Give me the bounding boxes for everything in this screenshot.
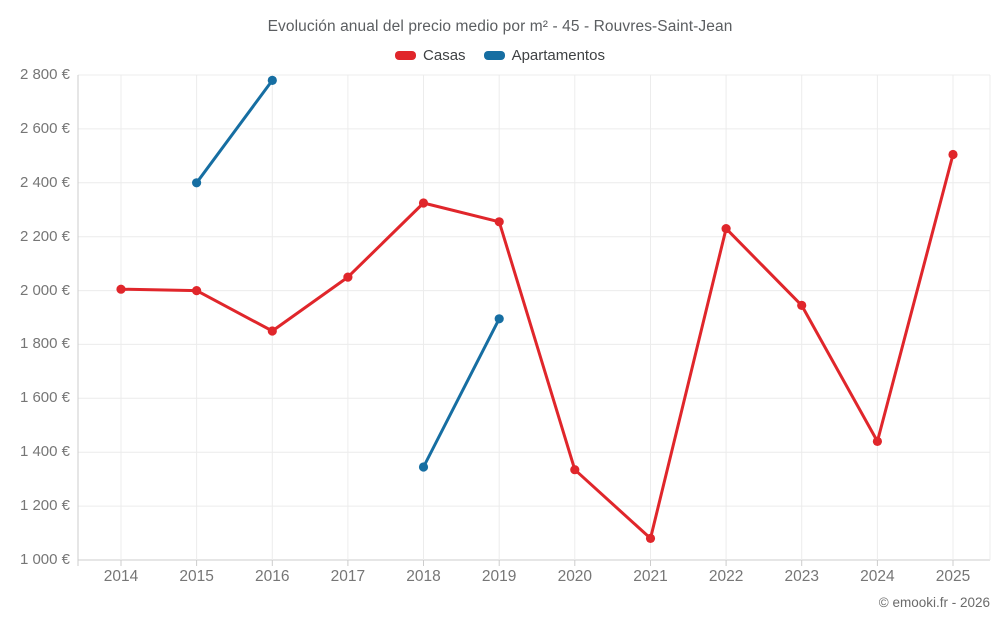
x-tick-label: 2017 (330, 568, 366, 585)
y-tick-label: 1 000 € (19, 551, 70, 568)
x-tick-label: 2020 (557, 568, 593, 585)
x-tick-label: 2022 (708, 568, 744, 585)
legend-item-apartamentos[interactable]: Apartamentos (483, 47, 605, 64)
y-tick-label: 2 800 € (19, 66, 70, 83)
y-tick-label: 1 600 € (19, 389, 70, 407)
y-tick-label: 2 600 € (19, 119, 70, 137)
legend-label-apartamentos: Apartamentos (511, 47, 605, 64)
x-tick-label: 2019 (481, 568, 517, 585)
copyright-footer: © emooki.fr - 2026 (878, 595, 990, 610)
y-tick-label: 1 400 € (19, 443, 70, 461)
legend-label-casas: Casas (423, 47, 466, 64)
apartamentos-swatch-icon (483, 51, 505, 60)
y-tick-label: 2 000 € (19, 281, 70, 299)
x-tick-label: 2021 (633, 568, 668, 585)
y-axis-labels: 2 800 € 2 600 € 2 400 € 2 200 € 2 000 € 1 800… (0, 0, 70, 625)
casas-swatch-icon (395, 51, 417, 60)
plot-area (77, 74, 991, 566)
chart-title: Evolución anual del precio medio por m² … (267, 18, 733, 35)
y-tick-label: 2 400 € (19, 173, 70, 191)
x-tick-label: 2025 (935, 568, 971, 585)
chart-canvas (77, 74, 991, 566)
x-tick-label: 2018 (406, 568, 441, 585)
x-tick-label: 2016 (255, 568, 290, 585)
y-tick-label: 1 200 € (19, 497, 70, 515)
x-tick-label: 2015 (179, 568, 214, 585)
x-tick-label: 2014 (103, 568, 139, 585)
y-tick-label: 2 200 € (19, 227, 70, 245)
legend-item-casas[interactable]: Casas (395, 47, 466, 64)
chart-legend: Casas Apartamentos (0, 47, 1000, 64)
y-tick-label: 1 800 € (19, 335, 70, 353)
x-tick-label: 2024 (860, 568, 895, 585)
x-tick-label: 2023 (784, 568, 819, 585)
x-axis-labels: 2014 2015 2016 2017 2018 2019 2020 2021 2022 2023… (78, 568, 990, 590)
